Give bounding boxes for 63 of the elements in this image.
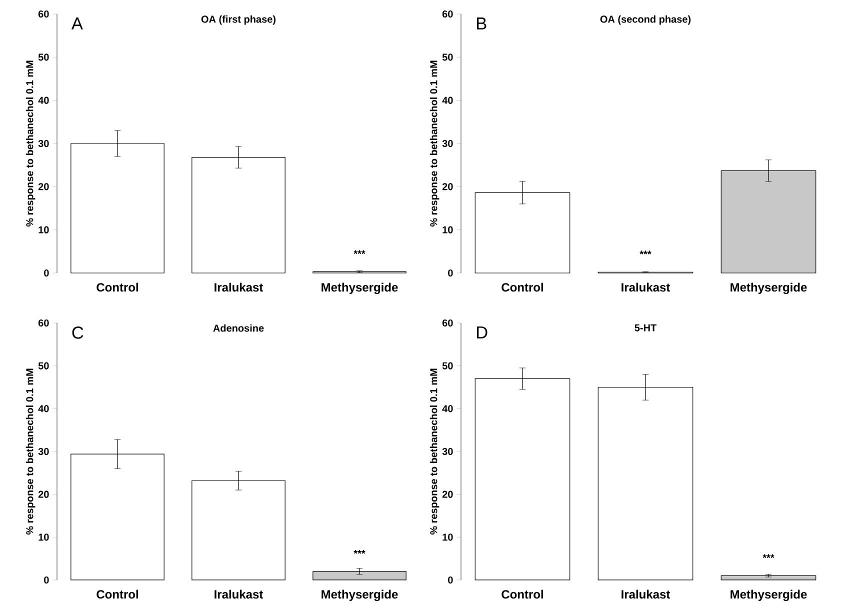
x-tick-label: Control — [502, 282, 543, 292]
y-tick-label: 20 — [442, 490, 453, 498]
bar — [720, 575, 816, 580]
bar — [192, 480, 286, 580]
y-axis-title: % response to bethanechol 0.1 mM — [26, 60, 36, 227]
y-tick-label: 0 — [448, 269, 453, 277]
y-tick-label: 10 — [38, 226, 49, 234]
y-tick-label: 40 — [442, 405, 453, 412]
y-tick-label: 50 — [442, 54, 453, 61]
chart-title: OA (second phase) — [600, 15, 691, 25]
y-tick-label: 40 — [38, 96, 49, 104]
x-tick-label: Methysergide — [730, 282, 807, 294]
bar — [474, 378, 570, 580]
y-tick-label: 20 — [442, 183, 453, 190]
x-tick-label: Methysergide — [322, 590, 398, 602]
y-tick-label: 20 — [38, 490, 49, 498]
x-tick-label: Control — [96, 590, 138, 599]
x-tick-label: Methysergide — [730, 590, 807, 602]
y-tick-label: 0 — [448, 576, 453, 584]
y-tick-label: 50 — [442, 362, 453, 370]
y-axis-title: % response to bethanechol 0.1 mM — [430, 368, 440, 535]
y-tick-label: 20 — [38, 183, 49, 190]
x-tick-label: Control — [96, 282, 138, 292]
x-tick-label: Iralukast — [622, 590, 670, 599]
annotation: D — [477, 326, 488, 338]
y-tick-label: 40 — [442, 96, 453, 104]
y-tick-label: 50 — [38, 362, 49, 370]
annotation: A — [71, 18, 83, 30]
bar — [720, 170, 816, 274]
y-tick-label: 30 — [442, 140, 453, 148]
y-tick-label: 40 — [38, 405, 49, 412]
x-tick-label: Methysergide — [322, 282, 398, 294]
y-tick-label: 50 — [38, 54, 49, 61]
chart-title: OA (first phase) — [201, 15, 276, 25]
chart-title: Adenosine — [213, 324, 264, 332]
y-axis-title: % response to bethanechol 0.1 mM — [26, 368, 36, 535]
y-tick-label: 60 — [442, 319, 453, 327]
y-tick-label: 10 — [442, 534, 453, 541]
y-tick-label: 0 — [44, 269, 49, 277]
y-tick-label: 10 — [38, 534, 49, 541]
bar — [474, 192, 570, 274]
x-tick-label: Iralukast — [214, 590, 264, 599]
annotation: *** — [354, 250, 366, 254]
annotation: *** — [354, 550, 366, 554]
x-tick-label: Iralukast — [214, 282, 264, 292]
y-tick-label: 30 — [38, 448, 49, 456]
chart-title: 5-HT — [634, 324, 657, 332]
y-tick-label: 60 — [38, 319, 49, 327]
y-tick-label: 0 — [44, 576, 49, 584]
annotation: *** — [640, 250, 652, 254]
annotation: B — [477, 18, 486, 30]
annotation: *** — [762, 554, 774, 558]
bar — [312, 571, 406, 580]
y-tick-label: 60 — [38, 10, 49, 18]
y-tick-label: 60 — [442, 10, 453, 18]
y-axis-title: % response to bethanechol 0.1 mM — [430, 60, 440, 227]
y-tick-label: 30 — [442, 448, 453, 456]
annotation: C — [72, 326, 84, 339]
bar — [598, 386, 694, 580]
x-tick-label: Control — [502, 590, 543, 599]
y-tick-label: 10 — [442, 226, 453, 234]
y-tick-label: 30 — [38, 140, 49, 148]
x-tick-label: Iralukast — [622, 282, 670, 292]
